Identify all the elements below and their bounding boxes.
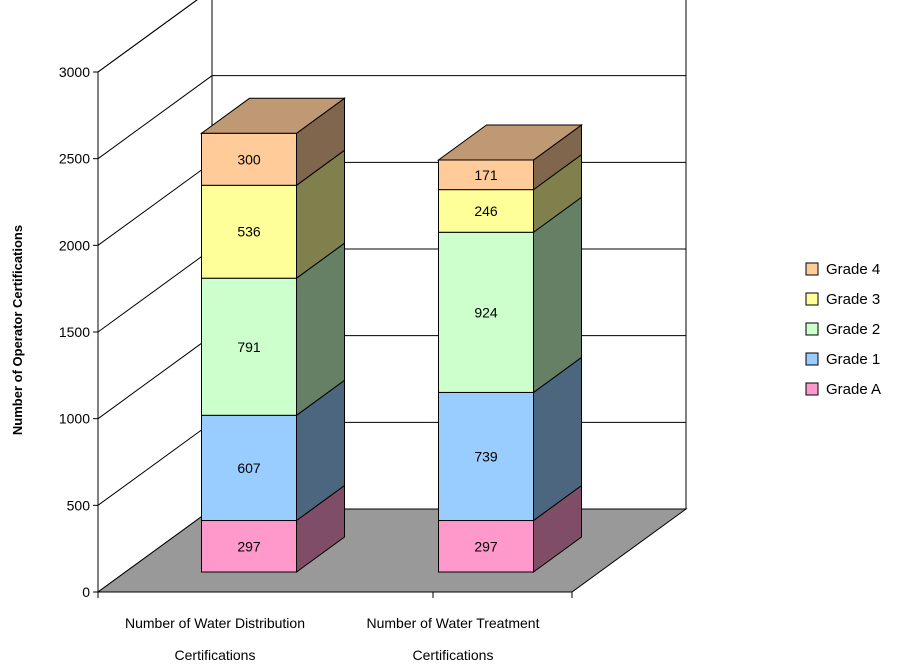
legend-label-grade-2: Grade 2: [826, 321, 880, 338]
data-label-0-grade-1: 607: [237, 460, 261, 476]
data-label-1-grade-1: 739: [474, 448, 498, 464]
category-label-1-0: Number of Water Treatment: [367, 615, 540, 631]
data-label-0-grade-a: 297: [237, 538, 261, 554]
bar-1-grade-2: [438, 231, 534, 393]
side-wall: [97, 0, 213, 593]
gridline-3000: [97, 0, 198, 73]
data-label-1-grade-a: 297: [474, 538, 498, 554]
data-label-1-grade-2: 924: [474, 304, 498, 320]
bar-1-grade-3: [438, 189, 534, 233]
y-tick-label-1000: 1000: [59, 411, 90, 427]
bar-0-grade-1: [201, 414, 297, 522]
legend-swatch-grade-4: [805, 262, 819, 276]
y-tick-label-1500: 1500: [59, 324, 90, 340]
category-label-1-1: Certifications: [413, 647, 494, 663]
category-label-0-0: Number of Water Distribution: [125, 615, 305, 631]
bar-0-grade-a: [201, 520, 297, 573]
category-label-0-1: Certifications: [175, 647, 256, 663]
y-tick-label-2500: 2500: [59, 151, 90, 167]
bar-1-grade-4: [438, 159, 534, 191]
data-label-0-grade-2: 791: [237, 339, 261, 355]
y-axis-title: Number of Operator Certifications: [10, 225, 25, 435]
legend-swatch-grade-a: [805, 382, 819, 396]
bar-1-grade-1: [438, 391, 534, 522]
data-label-0-grade-3: 536: [237, 224, 261, 240]
gridline-2500: [97, 75, 686, 160]
legend-label-grade-4: Grade 4: [826, 261, 880, 278]
bar-1-grade-a: [438, 520, 534, 573]
bar-top-1: [436, 124, 584, 161]
legend-label-grade-a: Grade A: [826, 381, 881, 398]
data-label-0-grade-4: 300: [237, 151, 261, 167]
y-tick-label-3000: 3000: [59, 64, 90, 80]
bar-0-grade-2: [201, 277, 297, 416]
legend-swatch-grade-3: [805, 292, 819, 306]
legend-swatch-grade-1: [805, 352, 819, 366]
y-tick-label-500: 500: [67, 497, 91, 513]
data-label-1-grade-4: 171: [474, 167, 498, 183]
data-label-1-grade-3: 246: [474, 203, 498, 219]
legend-label-grade-1: Grade 1: [826, 351, 880, 368]
legend-swatch-grade-2: [805, 322, 819, 336]
y-tick-label-0: 0: [82, 584, 90, 600]
legend-label-grade-3: Grade 3: [826, 291, 880, 308]
y-tick-label-2000: 2000: [59, 237, 90, 253]
bar-0-grade-4: [201, 132, 297, 186]
bar-top-0: [199, 97, 347, 134]
